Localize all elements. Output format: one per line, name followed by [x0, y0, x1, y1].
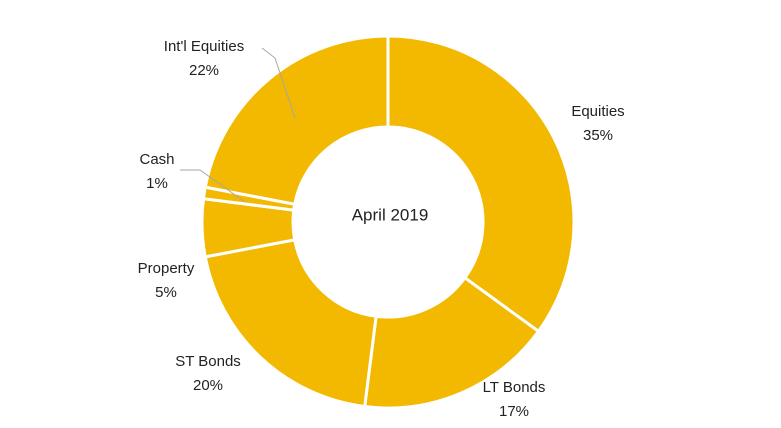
slice-name: LT Bonds [483, 379, 546, 396]
slice-name: Cash [139, 151, 174, 168]
donut-slice [203, 34, 390, 206]
slice-name: Equities [571, 103, 624, 120]
slice-value-label: 17% [499, 403, 529, 420]
donut-slice [363, 275, 541, 410]
slice-value-label: 1% [146, 175, 168, 192]
slice-name: ST Bonds [175, 353, 241, 370]
slice-value-label: 35% [583, 127, 613, 144]
slice-value-label: 22% [189, 62, 219, 79]
donut-slice [203, 238, 378, 409]
slice-value-label: 20% [193, 377, 223, 394]
center-label: April 2019 [352, 205, 429, 224]
leader-line [261, 47, 296, 119]
leader-line [180, 169, 246, 203]
slice-value-label: 5% [155, 284, 177, 301]
slice-name: Property [138, 260, 195, 277]
slice-name: Int'l Equities [164, 38, 244, 55]
donut-slice [386, 34, 576, 334]
